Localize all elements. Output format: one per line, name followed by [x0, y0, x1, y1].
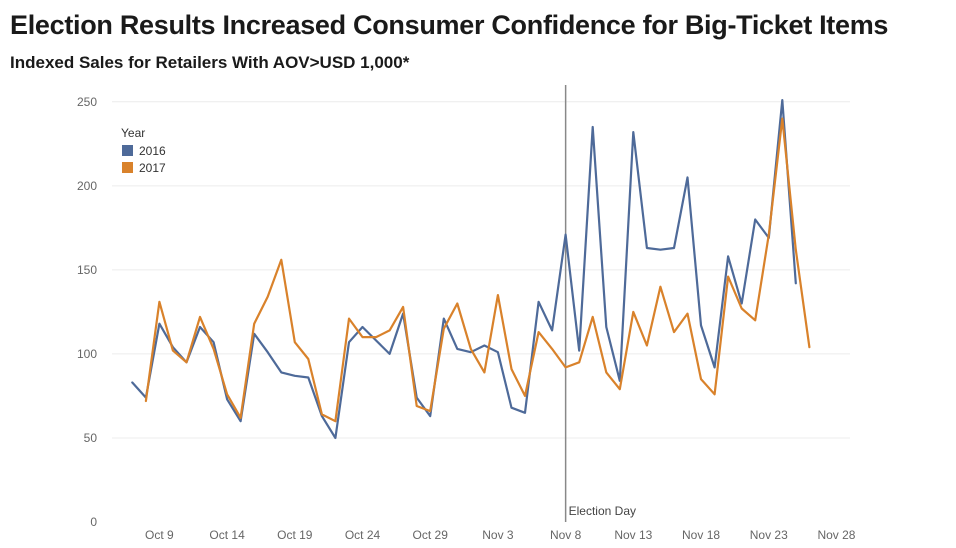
legend-title: Year [121, 126, 145, 140]
y-tick-label: 100 [77, 347, 97, 361]
y-axis-ticks: 0 50 100 150 200 250 [77, 95, 97, 529]
x-tick-label: Nov 18 [682, 528, 720, 542]
x-tick-label: Nov 13 [614, 528, 652, 542]
legend-label-2016: 2016 [139, 144, 166, 158]
y-tick-label: 150 [77, 263, 97, 277]
legend-swatch-2016 [122, 145, 133, 156]
series-lines [131, 98, 811, 440]
y-tick-label: 0 [90, 515, 97, 529]
y-tick-label: 200 [77, 179, 97, 193]
x-tick-label: Oct 9 [145, 528, 174, 542]
election-day-label: Election Day [569, 504, 636, 518]
x-tick-label: Nov 3 [482, 528, 514, 542]
legend-swatch-2017 [122, 162, 133, 173]
chart-title: Election Results Increased Consumer Conf… [10, 10, 889, 40]
series-line-2017 [144, 117, 811, 423]
x-tick-label: Nov 23 [750, 528, 788, 542]
x-axis-ticks: Oct 9 Oct 14 Oct 19 Oct 24 Oct 29 Nov 3 Nov 8 N… [145, 528, 856, 542]
y-tick-label: 50 [84, 431, 98, 445]
series-line-2016 [131, 98, 797, 440]
legend: Year 2016 2017 [121, 126, 166, 175]
grid-lines [112, 101, 850, 439]
chart-subtitle: Indexed Sales for Retailers With AOV>USD… [10, 53, 410, 72]
x-tick-label: Oct 29 [413, 528, 449, 542]
election-day-annotation: Election Day [564, 85, 636, 522]
y-tick-label: 250 [77, 95, 97, 109]
x-tick-label: Nov 28 [817, 528, 855, 542]
x-tick-label: Nov 8 [550, 528, 582, 542]
x-tick-label: Oct 19 [277, 528, 313, 542]
legend-label-2017: 2017 [139, 161, 166, 175]
x-tick-label: Oct 14 [209, 528, 245, 542]
x-tick-label: Oct 24 [345, 528, 381, 542]
